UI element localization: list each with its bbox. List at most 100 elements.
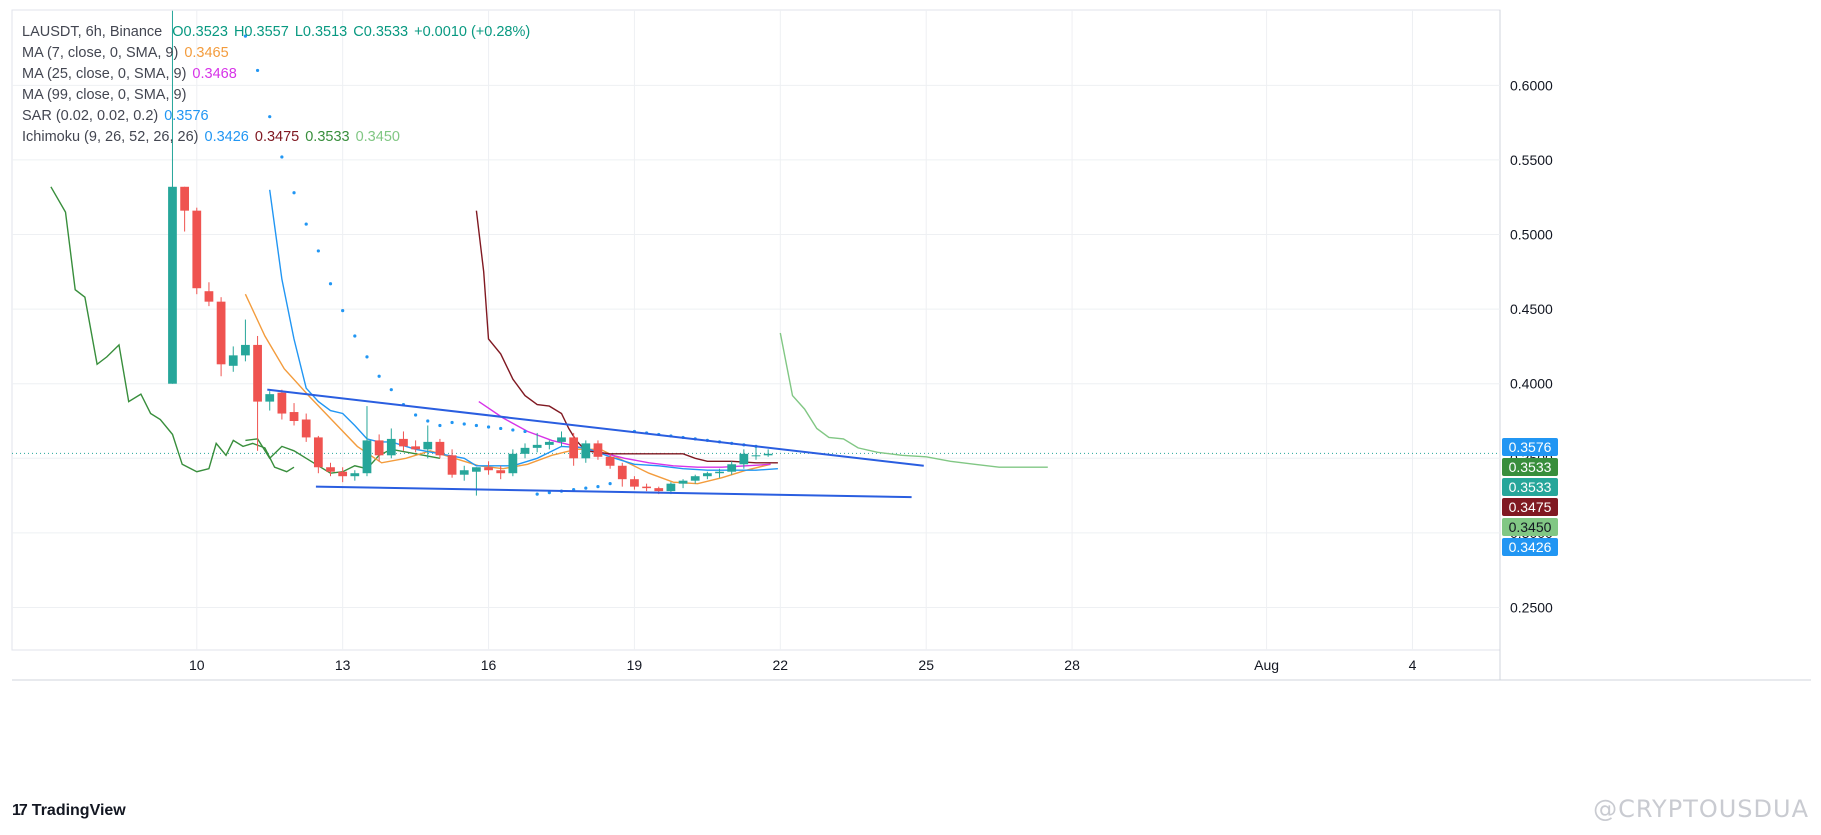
candle (216, 297, 226, 377)
sar-dot (389, 388, 393, 392)
candle-body (666, 483, 676, 492)
candle-body (204, 291, 214, 302)
price-label-text: 0.3475 (1509, 499, 1552, 515)
y-tick-label: 0.4500 (1510, 301, 1553, 317)
candle-body (265, 394, 275, 402)
time-axis: 10 13 16 19 22 25 28 Aug 4 (189, 657, 1417, 673)
y-tick-label: 0.5500 (1510, 152, 1553, 168)
candle (228, 346, 238, 372)
legend-indicator-label: Ichimoku (9, 26, 52, 26, 26) (22, 129, 199, 145)
candle-body (751, 455, 761, 457)
candle (374, 434, 384, 462)
candle-body (192, 210, 202, 289)
candle-body (350, 473, 360, 477)
candle (727, 461, 737, 475)
candle-body (386, 438, 396, 456)
legend-indicator-label: SAR (0.02, 0.02, 0.2) (22, 108, 159, 124)
candle-body (690, 476, 700, 481)
candle (386, 428, 396, 459)
legend-high: H0.3557 (233, 24, 289, 40)
x-tick-label: 19 (627, 657, 643, 673)
candle (751, 446, 761, 460)
candle-body (241, 344, 250, 356)
price-label-bg (1502, 537, 1558, 556)
candle (581, 440, 591, 463)
candle-body (459, 470, 469, 475)
price-label-bg (1502, 457, 1558, 476)
candle (241, 319, 250, 362)
trendlines-layer (267, 388, 924, 499)
legend-symbol: LAUSDT, 6h, Binance (22, 24, 163, 40)
legend-indicator-row[interactable]: MA (99, close, 0, SMA, 9) (22, 85, 532, 106)
legend-symbol-row: LAUSDT, 6h, Binance O0.3523 H0.3557 L0.3… (22, 22, 532, 43)
candle-body (654, 488, 664, 492)
legend-indicator-row[interactable]: SAR (0.02, 0.02, 0.2) 0.3576 (22, 106, 532, 127)
sar-dot (280, 155, 284, 159)
legend-indicator-label: MA (7, close, 0, SMA, 9) (22, 45, 179, 61)
price-label: 0.3533 (1502, 457, 1558, 476)
candle (484, 461, 493, 475)
candle (447, 449, 457, 478)
price-label: 0.3576 (1502, 437, 1558, 456)
candle-body (180, 186, 190, 211)
candle (435, 438, 445, 459)
x-tick-label: 4 (1409, 657, 1417, 673)
candle (338, 467, 348, 483)
candle-body (301, 419, 311, 438)
candle-body (496, 470, 506, 474)
candle (569, 432, 579, 466)
candle (289, 403, 299, 426)
indicator-line (478, 401, 771, 468)
sar-dot (462, 422, 466, 426)
candle-body (484, 467, 493, 471)
candle-body (423, 441, 433, 450)
candle-body (727, 464, 737, 472)
price-label-bg (1502, 477, 1558, 496)
sar-dot (414, 413, 418, 417)
legend-ohlc: O0.3523 H0.3557 L0.3513 C0.3533 +0.0010 … (172, 24, 532, 40)
candle (350, 470, 360, 481)
sar-dot (304, 222, 308, 226)
candle-body (715, 471, 724, 474)
legend-indicator-value: 0.3475 (254, 129, 300, 145)
candle (520, 443, 530, 459)
legend-indicator-row[interactable]: MA (25, close, 0, SMA, 9) 0.3468 (22, 64, 532, 85)
candle-body (168, 186, 177, 384)
candle (168, 10, 177, 384)
candle-body (532, 444, 542, 448)
candle (508, 449, 518, 477)
candle-body (605, 456, 615, 466)
tradingview-brand[interactable]: 17 TradingView (12, 802, 126, 820)
indicator-line (269, 189, 778, 471)
tradingview-name: TradingView (31, 802, 126, 819)
candle-body (435, 441, 445, 456)
legend-indicator-row[interactable]: Ichimoku (9, 26, 52, 26, 26) 0.3426 0.3475… (22, 127, 532, 148)
price-label: 0.3450 (1502, 517, 1558, 536)
candle-body (289, 412, 299, 422)
price-label: 0.3533 (1502, 477, 1558, 496)
candle-body (508, 453, 518, 474)
legend-indicator-row[interactable]: MA (7, close, 0, SMA, 9) 0.3465 (22, 43, 532, 64)
candle (265, 391, 275, 411)
sar-dot (365, 355, 369, 359)
legend-indicators: MA (7, close, 0, SMA, 9) 0.3465 MA (25, cl… (22, 43, 532, 148)
candle (690, 474, 700, 484)
sar-dot (426, 419, 430, 423)
legend-change: +0.0010 (+0.28%) (414, 24, 531, 40)
candle-body (702, 473, 712, 477)
candle-body (277, 392, 287, 414)
sar-dot (474, 423, 478, 428)
legend-open: O0.3523 (172, 24, 228, 40)
legend-indicator-value: 0.3450 (355, 129, 400, 145)
indicator-lines-layer (244, 189, 1048, 485)
candle (399, 431, 408, 451)
sar-dot (316, 249, 320, 253)
candle (496, 465, 506, 480)
legend-indicator-value: 0.3426 (204, 129, 249, 145)
candle (557, 431, 566, 447)
candle-body (338, 471, 348, 477)
candle (678, 479, 688, 489)
candle (326, 462, 335, 477)
candle (617, 462, 627, 487)
